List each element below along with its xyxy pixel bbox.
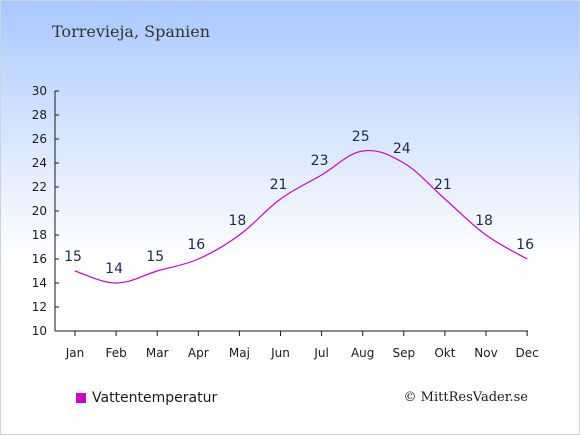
x-tick-label: Sep bbox=[392, 346, 415, 360]
y-tick-label: 12 bbox=[32, 300, 47, 314]
x-tick-label: Mar bbox=[146, 346, 169, 360]
y-tick-label: 14 bbox=[32, 276, 47, 290]
legend-label: Vattentemperatur bbox=[92, 390, 218, 406]
y-tick-label: 18 bbox=[32, 228, 47, 242]
credit-text: © MittResVader.se bbox=[403, 390, 528, 405]
data-label: 18 bbox=[475, 213, 493, 229]
data-label: 15 bbox=[64, 249, 82, 265]
y-tick-label: 30 bbox=[32, 84, 47, 98]
y-tick-label: 28 bbox=[32, 108, 47, 122]
y-tick-label: 24 bbox=[32, 156, 47, 170]
chart-title: Torrevieja, Spanien bbox=[52, 22, 211, 41]
x-tick-label: Okt bbox=[434, 346, 455, 360]
data-label: 18 bbox=[228, 213, 246, 229]
x-tick-label: Apr bbox=[188, 346, 209, 360]
series-line-vattentemperatur bbox=[74, 149, 528, 284]
y-tick-label: 16 bbox=[32, 252, 47, 266]
x-tick-label: Jan bbox=[65, 346, 85, 360]
x-tick-label: Maj bbox=[229, 346, 250, 360]
x-tick-label: Aug bbox=[351, 346, 374, 360]
data-label: 24 bbox=[393, 141, 411, 157]
data-label: 15 bbox=[146, 249, 164, 265]
data-label: 21 bbox=[270, 177, 288, 193]
legend: Vattentemperatur bbox=[76, 390, 217, 406]
x-tick-label: Jul bbox=[313, 346, 328, 360]
legend-swatch bbox=[76, 393, 86, 403]
x-tick-label: Dec bbox=[515, 346, 538, 360]
x-tick-label: Jun bbox=[270, 346, 290, 360]
y-tick-label: 22 bbox=[32, 180, 47, 194]
data-label: 16 bbox=[516, 237, 534, 253]
data-label: 25 bbox=[352, 129, 370, 145]
data-label: 21 bbox=[434, 177, 452, 193]
x-tick-label: Feb bbox=[105, 346, 126, 360]
data-label: 16 bbox=[187, 237, 205, 253]
y-tick-label: 26 bbox=[32, 132, 47, 146]
y-tick-label: 20 bbox=[32, 204, 47, 218]
data-label: 23 bbox=[311, 153, 329, 169]
data-label: 14 bbox=[105, 261, 123, 277]
x-tick-label: Nov bbox=[474, 346, 497, 360]
y-tick-label: 10 bbox=[32, 324, 47, 338]
